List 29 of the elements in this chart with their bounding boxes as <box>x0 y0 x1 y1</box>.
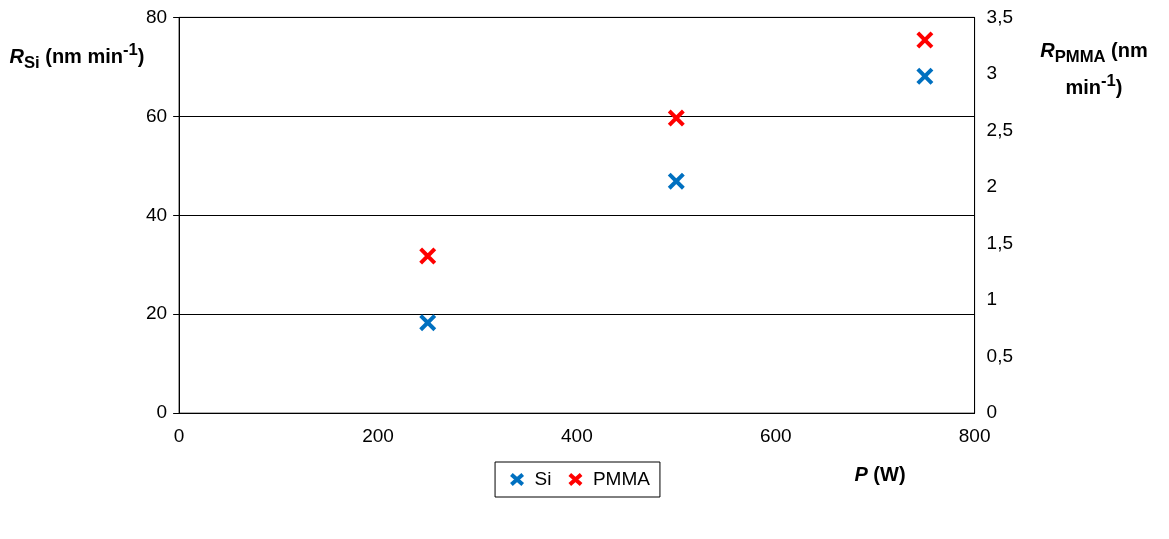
y2-tick-label: 2 <box>986 175 998 197</box>
point <box>667 172 686 191</box>
point <box>418 313 437 332</box>
y2-tick-label: 3,5 <box>986 5 1014 27</box>
x-tick-label: 600 <box>759 424 792 446</box>
y2-tick-label: 0 <box>986 401 998 423</box>
x-tick-label: 800 <box>958 424 991 446</box>
y2-tick-label: 1,5 <box>986 231 1014 253</box>
y-tick-label: 0 <box>156 401 168 423</box>
y2-tick-label: 0,5 <box>986 344 1014 366</box>
legend-label: PMMA <box>592 467 651 489</box>
y-tick-label: 80 <box>145 5 168 27</box>
y2-tick-label: 1 <box>986 288 998 310</box>
legend-label: Si <box>534 467 552 489</box>
x-axis-title: P (W) <box>853 462 907 486</box>
y-tick-label: 60 <box>145 104 168 126</box>
point <box>667 108 686 128</box>
y-tick-label: 20 <box>145 302 168 324</box>
x-tick-label: 0 <box>173 424 185 446</box>
y2-tick-label: 2,5 <box>986 118 1014 140</box>
y2-axis-title: R$_{PMMA}$ (nm min$^{-1}$) <box>1039 38 1149 99</box>
point <box>915 67 934 86</box>
x-tick-label: 200 <box>362 424 394 446</box>
y-tick-label: 40 <box>145 203 168 225</box>
point <box>915 30 934 50</box>
y2-tick-label: 3 <box>986 62 998 84</box>
point <box>418 246 437 266</box>
x-tick-label: 400 <box>561 424 593 446</box>
y-axis-title: R$_{Si}$ (nm min$^{-1}$) <box>8 39 146 74</box>
